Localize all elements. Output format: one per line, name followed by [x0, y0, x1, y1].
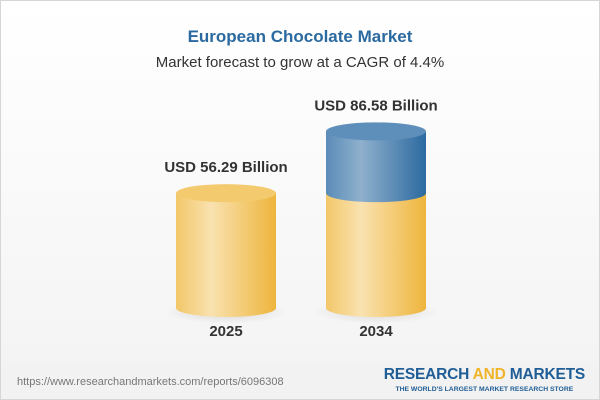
source-url[interactable]: https://www.researchandmarkets.com/repor… — [17, 376, 284, 388]
cylinder-base-2034-body — [326, 193, 426, 317]
category-label: 2034 — [359, 323, 393, 340]
data-label: USD 86.58 Billion — [314, 97, 437, 114]
logo-text-3: MARKETS — [505, 366, 585, 383]
chart-title: European Chocolate Market — [187, 27, 413, 46]
data-label: USD 56.29 Billion — [164, 159, 287, 176]
category-label: 2025 — [209, 323, 242, 340]
logo-text-1: RESEARCH — [383, 366, 473, 383]
cylinder-top-2034 — [326, 122, 426, 141]
cylinder-2025-body — [176, 193, 276, 317]
footer: https://www.researchandmarkets.com/repor… — [1, 361, 599, 399]
cylinder-chart: USD 56.29 Billion 2025 USD 86.58 Billion 20… — [164, 97, 438, 340]
cylinder-growth-2034-body — [326, 131, 426, 203]
logo-tagline: THE WORLD'S LARGEST MARKET RESEARCH STOR… — [395, 386, 574, 393]
research-and-markets-logo: RESEARCH AND MARKETS THE WORLD'S LARGEST… — [384, 366, 585, 393]
logo-text-2: AND — [472, 366, 506, 383]
cylinder-top-2025 — [176, 184, 276, 203]
chart-subtitle: Market forecast to grow at a CAGR of 4.4… — [155, 54, 445, 71]
